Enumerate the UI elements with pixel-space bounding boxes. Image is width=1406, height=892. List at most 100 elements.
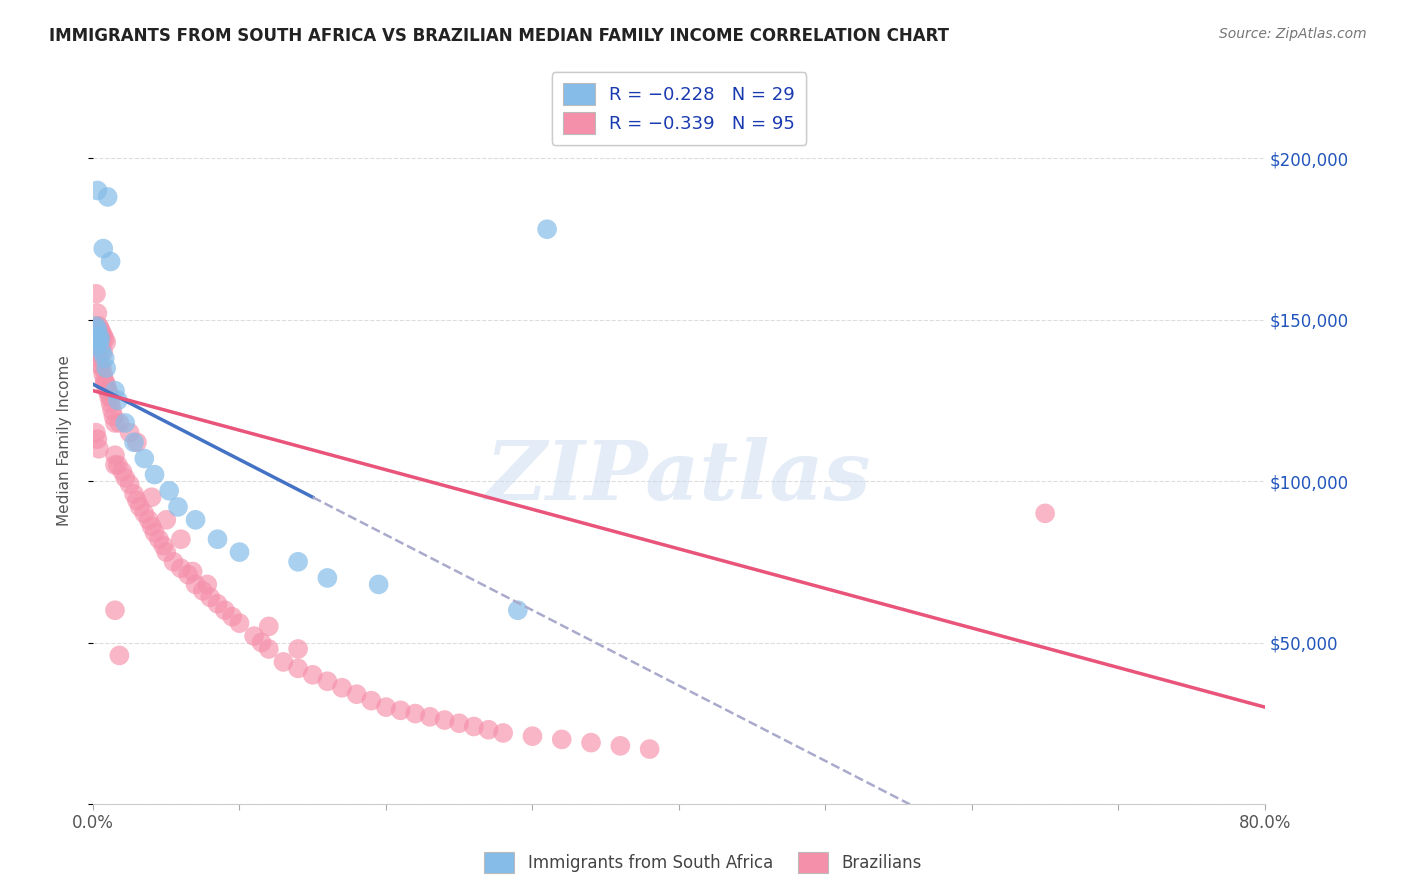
Point bbox=[84, 425, 107, 440]
Point bbox=[96, 361, 118, 376]
Point bbox=[111, 464, 134, 478]
Point bbox=[506, 603, 529, 617]
Text: Source: ZipAtlas.com: Source: ZipAtlas.com bbox=[1219, 27, 1367, 41]
Point bbox=[522, 729, 544, 743]
Point bbox=[98, 390, 121, 404]
Point bbox=[155, 545, 177, 559]
Point bbox=[114, 416, 136, 430]
Point bbox=[101, 403, 124, 417]
Point bbox=[103, 409, 125, 424]
Point bbox=[104, 416, 127, 430]
Point bbox=[108, 416, 131, 430]
Text: IMMIGRANTS FROM SOUTH AFRICA VS BRAZILIAN MEDIAN FAMILY INCOME CORRELATION CHART: IMMIGRANTS FROM SOUTH AFRICA VS BRAZILIA… bbox=[49, 27, 949, 45]
Point bbox=[108, 648, 131, 663]
Point bbox=[316, 571, 339, 585]
Point bbox=[463, 719, 485, 733]
Point bbox=[375, 700, 398, 714]
Point bbox=[118, 477, 141, 491]
Point bbox=[91, 368, 114, 382]
Point bbox=[84, 286, 107, 301]
Point bbox=[86, 432, 108, 446]
Point bbox=[93, 377, 115, 392]
Point bbox=[122, 435, 145, 450]
Point bbox=[148, 532, 170, 546]
Point bbox=[90, 345, 112, 359]
Point bbox=[125, 493, 148, 508]
Point bbox=[243, 629, 266, 643]
Point bbox=[250, 635, 273, 649]
Point bbox=[228, 545, 250, 559]
Legend: Immigrants from South Africa, Brazilians: Immigrants from South Africa, Brazilians bbox=[478, 846, 928, 880]
Point bbox=[346, 687, 368, 701]
Point bbox=[86, 319, 108, 334]
Point bbox=[492, 726, 515, 740]
Point bbox=[221, 609, 243, 624]
Point bbox=[86, 338, 108, 352]
Point bbox=[177, 567, 200, 582]
Point bbox=[184, 577, 207, 591]
Point bbox=[86, 306, 108, 320]
Point bbox=[104, 448, 127, 462]
Point bbox=[170, 561, 193, 575]
Point bbox=[609, 739, 631, 753]
Point bbox=[104, 384, 127, 398]
Point bbox=[143, 525, 166, 540]
Point bbox=[162, 555, 184, 569]
Point bbox=[477, 723, 499, 737]
Point bbox=[87, 328, 110, 343]
Point bbox=[287, 642, 309, 657]
Point bbox=[579, 736, 602, 750]
Point bbox=[86, 184, 108, 198]
Point bbox=[87, 335, 110, 350]
Point bbox=[97, 190, 120, 204]
Point bbox=[207, 597, 229, 611]
Point bbox=[89, 322, 111, 336]
Point bbox=[91, 328, 114, 343]
Point bbox=[214, 603, 236, 617]
Point bbox=[125, 435, 148, 450]
Point bbox=[97, 384, 120, 398]
Point bbox=[155, 513, 177, 527]
Point bbox=[100, 254, 122, 268]
Y-axis label: Median Family Income: Median Family Income bbox=[58, 355, 72, 526]
Point bbox=[90, 335, 112, 350]
Point bbox=[536, 222, 558, 236]
Point bbox=[104, 458, 127, 472]
Point bbox=[389, 703, 412, 717]
Point bbox=[195, 577, 218, 591]
Point bbox=[134, 507, 156, 521]
Point bbox=[273, 655, 295, 669]
Point bbox=[107, 393, 129, 408]
Point bbox=[330, 681, 353, 695]
Point bbox=[84, 338, 107, 352]
Point bbox=[87, 351, 110, 366]
Point bbox=[551, 732, 574, 747]
Point bbox=[207, 532, 229, 546]
Point bbox=[97, 384, 120, 398]
Point bbox=[90, 326, 112, 340]
Point bbox=[134, 451, 156, 466]
Point bbox=[367, 577, 389, 591]
Point bbox=[316, 674, 339, 689]
Point bbox=[152, 539, 174, 553]
Point bbox=[287, 555, 309, 569]
Legend: R = −0.228   N = 29, R = −0.339   N = 95: R = −0.228 N = 29, R = −0.339 N = 95 bbox=[551, 72, 806, 145]
Point bbox=[191, 583, 214, 598]
Point bbox=[93, 332, 115, 346]
Text: ZIPatlas: ZIPatlas bbox=[486, 437, 872, 517]
Point bbox=[257, 619, 280, 633]
Point bbox=[104, 603, 127, 617]
Point bbox=[91, 242, 114, 256]
Point bbox=[89, 328, 111, 343]
Point bbox=[138, 513, 160, 527]
Point bbox=[87, 319, 110, 334]
Point bbox=[198, 591, 221, 605]
Point bbox=[87, 442, 110, 456]
Point bbox=[157, 483, 180, 498]
Point bbox=[118, 425, 141, 440]
Point bbox=[419, 710, 441, 724]
Point bbox=[141, 490, 163, 504]
Point bbox=[301, 668, 323, 682]
Point bbox=[170, 532, 193, 546]
Point bbox=[181, 565, 204, 579]
